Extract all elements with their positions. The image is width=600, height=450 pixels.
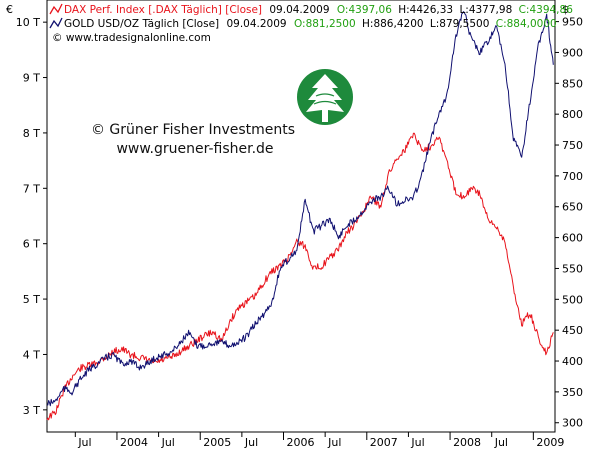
svg-text:DAX Perf. Index [.DAX Täglich]: DAX Perf. Index [.DAX Täglich] [Close] 0…: [64, 4, 573, 16]
right-tick-label: 550: [562, 262, 583, 275]
x-tick-label: 2006: [287, 436, 315, 449]
legend-gold-high: H:886,4200: [362, 18, 424, 30]
right-tick-label: 950: [562, 16, 583, 29]
x-tick-label: 2005: [203, 436, 231, 449]
legend-gold-low: L:879,5500: [430, 18, 490, 30]
x-tick-label: Jul: [161, 436, 175, 449]
legend-gold-date: 09.04.2009: [226, 18, 286, 30]
left-tick-label: 3 T: [23, 404, 40, 417]
x-tick-label: 2007: [370, 436, 398, 449]
legend-dax-date: 09.04.2009: [269, 4, 329, 16]
x-tick-label: Jul: [410, 436, 424, 449]
right-tick-label: 450: [562, 324, 583, 337]
legend-gold-swatch-icon: [49, 17, 63, 29]
x-tick-label: Jul: [494, 436, 508, 449]
left-tick-label: 6 T: [23, 238, 40, 251]
legend-gold-close: C:884,0000: [496, 18, 557, 30]
right-tick-label: 500: [562, 293, 583, 306]
left-tick-label: 8 T: [23, 127, 40, 140]
left-tick-label: 10 T: [16, 16, 40, 29]
right-tick-label: 650: [562, 201, 583, 214]
right-tick-label: 900: [562, 46, 583, 59]
svg-text:GOLD USD/OZ Täglich [Close]: GOLD USD/OZ Täglich [Close] 09.04.2009 O…: [64, 18, 557, 30]
tree-logo-icon: [297, 69, 353, 125]
right-tick-label: 850: [562, 77, 583, 90]
left-tick-label: 9 T: [23, 72, 40, 85]
right-tick-label: 800: [562, 108, 583, 121]
left-tick-label: 4 T: [23, 348, 40, 361]
legend-dax-name: DAX Perf. Index [.DAX Täglich] [Close]: [64, 4, 262, 16]
legend-entry-gold: GOLD USD/OZ Täglich [Close] 09.04.2009 O…: [49, 17, 557, 30]
watermark-company: © Grüner Fisher Investments: [91, 122, 295, 138]
right-tick-label: 700: [562, 170, 583, 183]
right-axis-ticks: 300 350 400 450 500 550 600 650 700 750 800 850 900 9…: [555, 16, 583, 430]
legend-dax-high: H:4426,33: [398, 4, 453, 16]
x-tick-label: 2004: [120, 436, 148, 449]
left-tick-label: 7 T: [23, 182, 40, 195]
legend-dax-low: L:4377,98: [459, 4, 512, 16]
x-tick-label: 2009: [536, 436, 564, 449]
left-axis-ticks: 3 T 4 T 5 T 6 T 7 T 8 T 9 T 10 T: [16, 16, 47, 417]
legend-dax-swatch-icon: [49, 3, 63, 15]
legend-dax-close: C:4394,86: [519, 4, 574, 16]
right-currency-label: $: [562, 3, 569, 16]
legend-gold-open: O:881,2500: [294, 18, 356, 30]
x-tick-label: 2008: [453, 436, 481, 449]
gold-series-line: [46, 11, 554, 407]
legend-gold-name: GOLD USD/OZ Täglich [Close]: [64, 18, 219, 30]
x-tick-label: Jul: [327, 436, 341, 449]
series-layer: [46, 11, 554, 421]
watermark-url: www.gruener-fisher.de: [116, 141, 273, 157]
x-axis-ticks: Jul 2004 Jul 2005 Jul 2006 Jul 2007 Jul 2008 Jul 20…: [74, 432, 564, 449]
plot-area-frame: [46, 0, 556, 433]
right-tick-label: 750: [562, 139, 583, 152]
right-tick-label: 400: [562, 355, 583, 368]
dax-series-line: [46, 132, 554, 421]
source-credit: © www.tradesignalonline.com: [52, 32, 211, 44]
right-tick-label: 600: [562, 232, 583, 245]
left-currency-label: €: [6, 3, 13, 16]
right-tick-label: 300: [562, 417, 583, 430]
legend: DAX Perf. Index [.DAX Täglich] [Close] 0…: [49, 3, 573, 44]
right-tick-label: 350: [562, 386, 583, 399]
legend-dax-open: O:4397,06: [337, 4, 392, 16]
legend-entry-dax: DAX Perf. Index [.DAX Täglich] [Close] 0…: [49, 3, 573, 16]
x-tick-label: Jul: [77, 436, 91, 449]
x-tick-label: Jul: [244, 436, 258, 449]
left-tick-label: 5 T: [23, 293, 40, 306]
